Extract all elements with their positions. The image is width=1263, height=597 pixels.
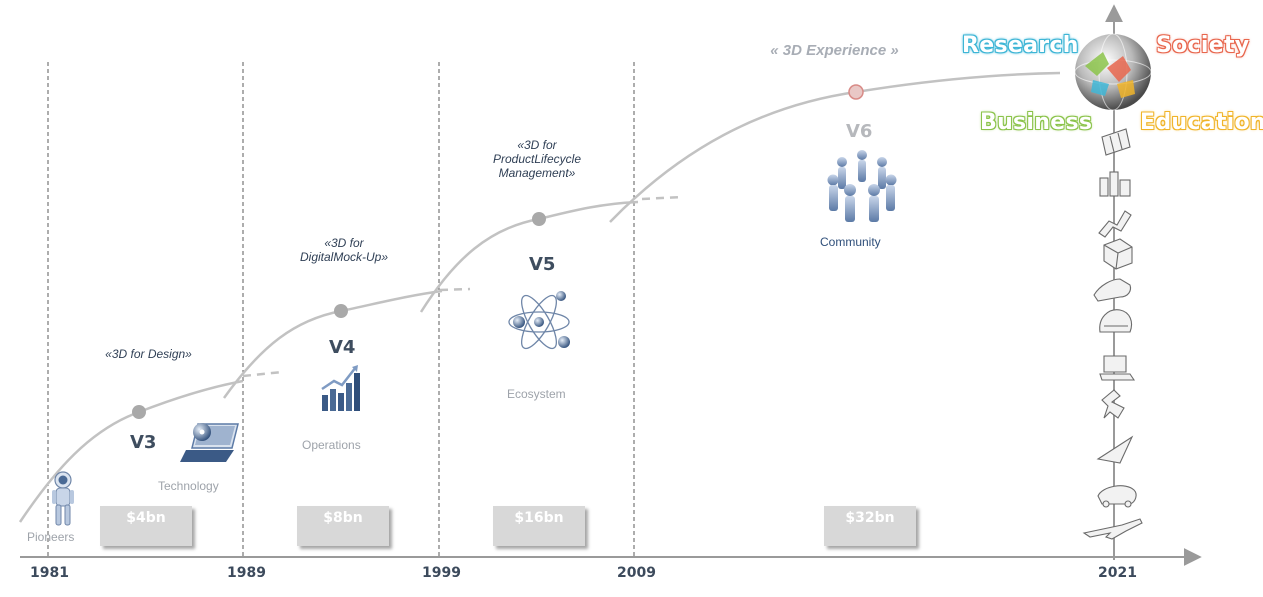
shoe-icon	[1093, 278, 1132, 302]
car-icon	[1097, 485, 1137, 508]
label-research: Research	[962, 33, 1079, 58]
tagline-v3: «3D for Design»	[105, 347, 192, 361]
tagline-v5: «3D for ProductLifecycle Management»	[492, 138, 582, 180]
curve-v4-dash	[439, 287, 471, 292]
tagline-v6: « 3D Experience »	[770, 42, 899, 59]
curve-v3-dash	[242, 370, 283, 378]
package-icon	[1103, 238, 1133, 270]
curve-v5-dash	[641, 195, 683, 201]
caption-community: Community	[820, 235, 881, 249]
year-2009: 2009	[617, 565, 656, 581]
version-v4: V4	[329, 337, 356, 358]
statue-icon	[1101, 389, 1125, 419]
milestone-dot-v4	[334, 304, 348, 318]
airplane-icon	[1082, 518, 1143, 540]
revenue-box-v4: $8bn	[297, 506, 389, 546]
globe-icon	[1074, 33, 1152, 111]
milestone-dot-v5	[532, 212, 546, 226]
revenue-box-v5: $16bn	[493, 506, 585, 546]
revenue-box-v6: $32bn	[824, 506, 916, 546]
version-v6: V6	[846, 121, 873, 142]
robot-arm-icon	[1098, 210, 1132, 238]
sail-icon	[1096, 435, 1134, 464]
caption-technology: Technology	[158, 479, 219, 493]
caption-operations: Operations	[302, 438, 361, 452]
industry-icons	[1082, 128, 1143, 540]
label-education: Education	[1140, 110, 1263, 135]
buildings-icon	[1099, 171, 1131, 197]
tagline-v4: «3D for DigitalMock-Up»	[299, 236, 389, 264]
milestone-dot-v6	[848, 84, 864, 100]
bar-chart-icon	[321, 365, 360, 411]
version-v5: V5	[529, 254, 556, 275]
label-society: Society	[1156, 33, 1250, 58]
people-circle-icon	[827, 150, 897, 222]
astronaut-icon	[52, 471, 74, 526]
year-1989: 1989	[227, 565, 266, 581]
revenue-box-v3: $4bn	[100, 506, 192, 546]
version-v3: V3	[130, 432, 157, 453]
label-business: Business	[980, 110, 1093, 135]
pioneers-caption: Pioneers	[27, 530, 75, 544]
caption-ecosystem: Ecosystem	[507, 387, 566, 401]
laptop-icon	[180, 423, 239, 462]
sheet-icon	[1101, 128, 1131, 156]
atom-icon	[508, 291, 570, 350]
laptop-small-icon	[1099, 355, 1136, 381]
year-2021: 2021	[1098, 565, 1137, 581]
milestone-dot-v3	[132, 405, 146, 419]
year-1999: 1999	[422, 565, 461, 581]
helmet-icon	[1099, 309, 1133, 333]
year-1981: 1981	[30, 565, 69, 581]
